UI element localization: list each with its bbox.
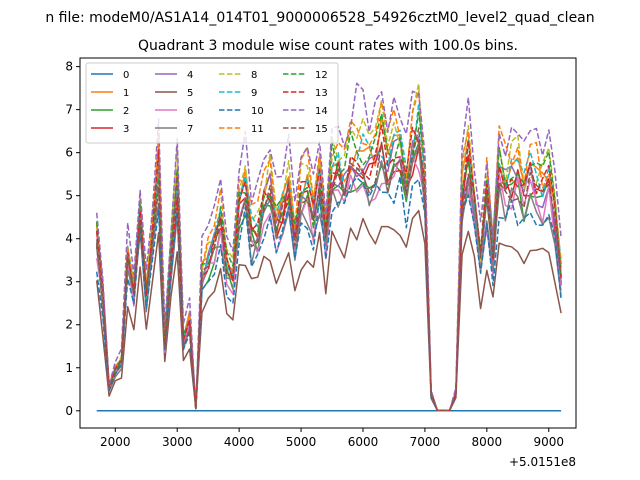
legend-label-4: 4: [187, 70, 193, 81]
x-tick-label: 9000: [533, 435, 564, 449]
x-tick-label: 4000: [224, 435, 255, 449]
legend-label-8: 8: [251, 70, 257, 81]
series-line-15: [95, 127, 562, 412]
series-line-14: [95, 82, 562, 412]
y-tick-label: 8: [65, 60, 73, 74]
series-layer: [95, 82, 562, 412]
chart-title: Quadrant 3 module wise count rates with …: [138, 38, 518, 54]
legend-label-2: 2: [123, 106, 129, 117]
y-tick-label: 1: [65, 361, 73, 375]
y-tick-label: 4: [65, 232, 73, 246]
y-tick-label: 0: [65, 404, 73, 418]
legend-label-12: 12: [315, 70, 328, 81]
x-tick-label: 3000: [162, 435, 193, 449]
legend-label-6: 6: [187, 106, 193, 117]
series-line-10: [95, 175, 562, 412]
x-axis: 2000 3000 4000 5000 6000 7000 8000 9000: [100, 428, 564, 449]
legend-box: [85, 62, 339, 144]
y-tick-label: 6: [65, 146, 73, 160]
legend-label-1: 1: [123, 88, 129, 99]
x-tick-label: 7000: [410, 435, 441, 449]
legend-label-10: 10: [251, 106, 264, 117]
y-tick-label: 5: [65, 189, 73, 203]
y-tick-label: 7: [65, 103, 73, 117]
legend-label-15: 15: [315, 124, 328, 135]
legend-label-11: 11: [251, 124, 264, 135]
x-tick-label: 2000: [100, 435, 131, 449]
legend-label-7: 7: [187, 124, 193, 135]
legend-label-9: 9: [251, 88, 257, 99]
y-axis: 0 1 2 3 4 5 6 7 8: [65, 60, 80, 418]
legend-label-14: 14: [315, 106, 328, 117]
series-line-11: [95, 89, 562, 412]
series-line-5: [95, 209, 562, 412]
x-tick-label: 8000: [472, 435, 503, 449]
legend-label-0: 0: [123, 70, 129, 81]
y-tick-label: 3: [65, 275, 73, 289]
legend-label-3: 3: [123, 124, 129, 135]
x-tick-label: 6000: [348, 435, 379, 449]
chart-suptitle: n file: modeM0/AS1A14_014T01_9000006528_…: [45, 10, 594, 26]
x-tick-label: 5000: [286, 435, 317, 449]
x-offset-label: +5.0151e8: [509, 455, 576, 469]
legend-label-5: 5: [187, 88, 193, 99]
plot-frame: [79, 57, 577, 429]
legend-label-13: 13: [315, 88, 328, 99]
y-tick-label: 2: [65, 318, 73, 332]
